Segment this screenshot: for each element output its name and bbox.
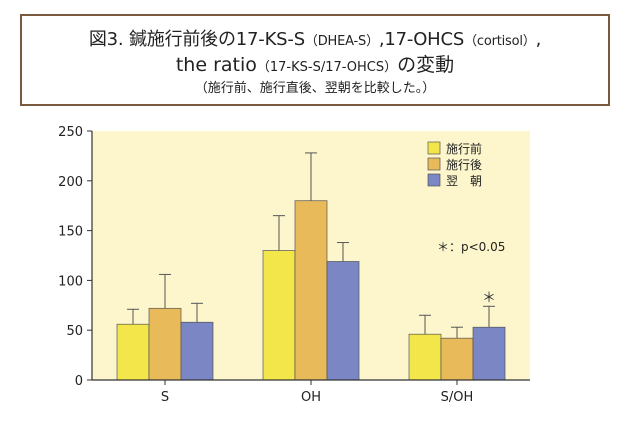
y-tick-label: 100 [58,274,83,289]
x-tick-label: S [161,390,169,405]
bar-0-2 [180,321,214,381]
title-comma: , [535,29,542,50]
y-tick-label: 50 [66,324,83,339]
title-change: の変動 [397,54,455,76]
y-tick-label: 200 [58,175,83,190]
title-cortisol: （cortisol） [464,34,536,49]
legend-swatch-2 [427,173,441,187]
title-line-2: the ratio（17-KS-S/17-OHCS）の変動 [22,50,608,77]
title-ratio-formula: （17-KS-S/17-OHCS） [256,60,398,75]
bar-0-0 [116,323,150,381]
title-17-ohcs: ,17-OHCS [378,29,465,50]
bar-2-0 [408,333,442,381]
bar-2-1 [440,337,474,381]
bar-1-2 [326,261,360,381]
x-tick-label: OH [301,390,321,405]
legend-label-2: 翌 朝 [446,174,482,188]
y-tick-label: 150 [58,225,83,240]
legend-swatch-1 [427,157,441,171]
title-line-1: 図3. 鍼施行前後の17-KS-S（DHEA-S）,17-OHCS（cortis… [22,25,608,51]
y-tick-label: 0 [75,374,83,389]
chart-subtitle: （施行前、施行直後、翌朝を比較した。） [194,81,436,96]
significance-marker: ＊ [482,290,496,306]
legend-swatch-0 [427,141,441,155]
bar-2-2 [472,326,506,381]
chart-title-box: 図3. 鍼施行前後の17-KS-S（DHEA-S）,17-OHCS（cortis… [20,14,610,106]
bar-0-1 [148,307,182,381]
legend-label-1: 施行後 [446,158,482,172]
bar-1-1 [294,200,328,381]
significance-note: ＊：p<0.05 [437,240,505,254]
x-tick-label: S/OH [441,390,474,405]
title-the-ratio: the ratio [175,54,257,76]
title-dhea-s: （DHEA-S） [304,34,379,49]
bar-1-0 [262,250,296,381]
title-prefix: 図3. 鍼施行前後の17-KS-S [88,29,305,50]
legend-label-0: 施行前 [446,141,482,156]
y-tick-label: 250 [58,125,83,140]
